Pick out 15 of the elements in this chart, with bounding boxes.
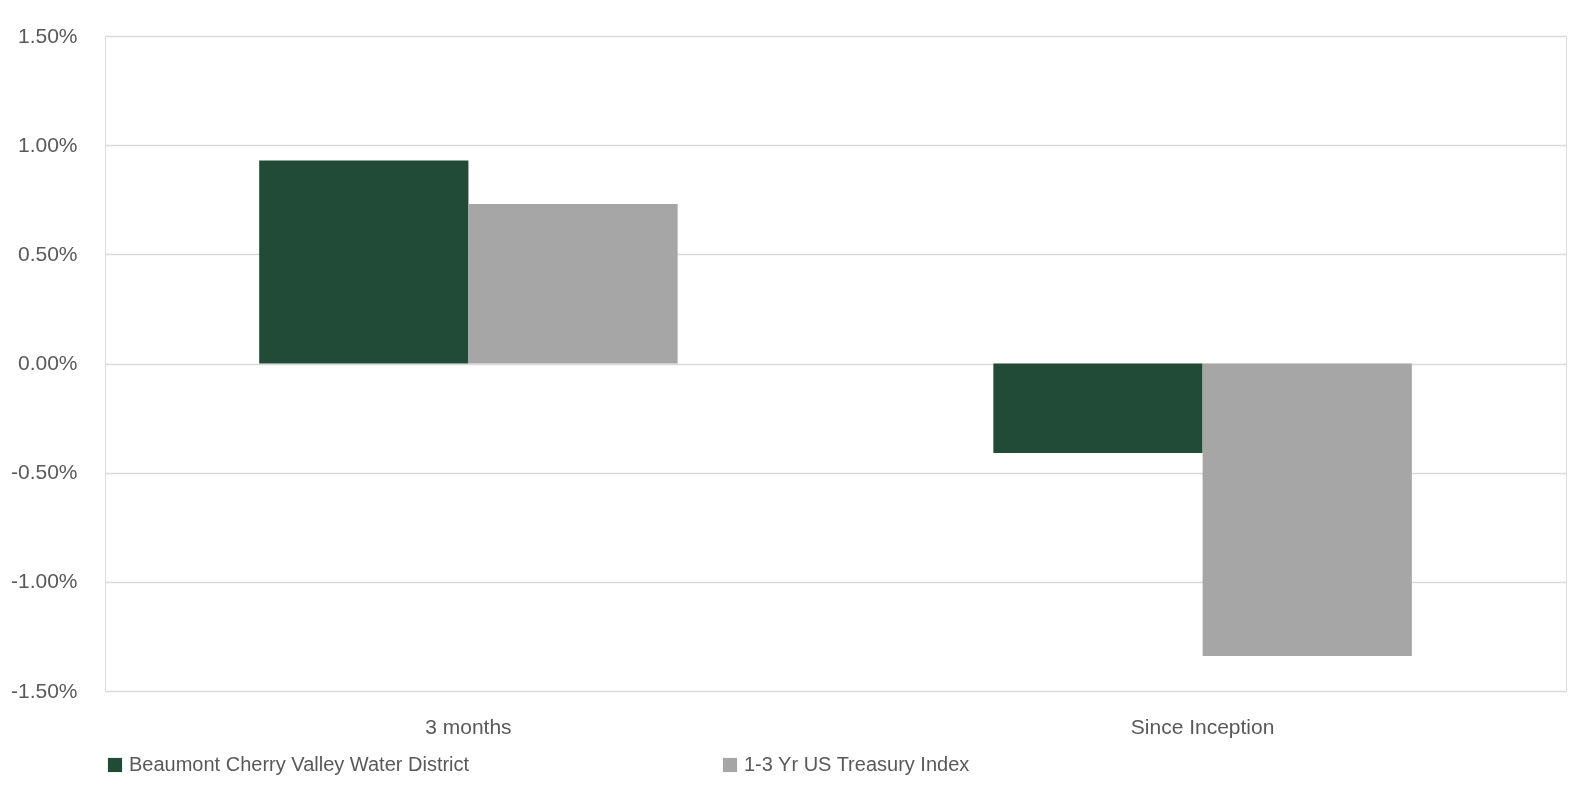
- legend-label: Beaumont Cherry Valley Water District: [129, 753, 470, 775]
- y-tick-label: -1.50%: [10, 678, 78, 702]
- y-tick-label: -1.00%: [10, 569, 78, 593]
- bar: [259, 160, 469, 364]
- bar: [468, 204, 678, 364]
- x-tick-label: 3 months: [425, 714, 512, 738]
- bar: [1202, 363, 1412, 657]
- y-tick-label: 0.00%: [17, 351, 78, 374]
- y-tick-label: 1.50%: [17, 23, 78, 47]
- y-tick-label: -0.50%: [10, 460, 78, 484]
- x-tick-label: Since Inception: [1130, 714, 1275, 738]
- legend-label: 1-3 Yr US Treasury Index: [744, 753, 970, 775]
- bar: [993, 363, 1203, 454]
- y-tick-label: 1.00%: [17, 132, 78, 156]
- y-tick-label: 0.50%: [17, 241, 78, 265]
